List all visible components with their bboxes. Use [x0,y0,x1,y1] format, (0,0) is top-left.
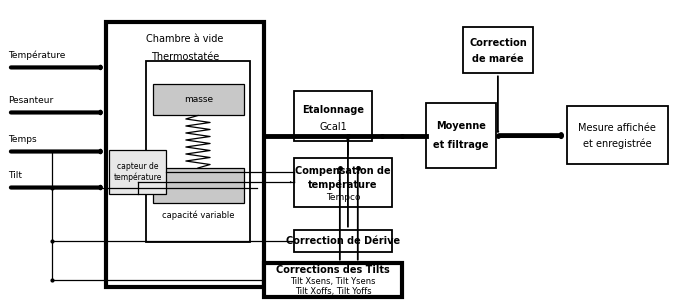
Text: Température: Température [8,50,66,60]
Text: Moyenne: Moyenne [436,121,486,131]
Text: température: température [308,179,378,189]
Text: Compensation de: Compensation de [295,166,391,176]
Bar [109,150,166,194]
Text: et enregistrée: et enregistrée [583,139,652,149]
Text: Etalonnage: Etalonnage [302,105,364,115]
Text: Tilt Xoffs, Tilt Yoffs: Tilt Xoffs, Tilt Yoffs [295,287,371,296]
Bar [264,263,402,297]
Text: de marée: de marée [472,54,524,64]
Text: Gcal1: Gcal1 [319,122,347,132]
Text: Tilt Xsens, Tilt Ysens: Tilt Xsens, Tilt Ysens [290,277,376,286]
Text: masse: masse [184,95,213,104]
Text: Temps: Temps [8,135,37,144]
Text: Corrections des Tilts: Corrections des Tilts [276,265,390,275]
Text: et filtrage: et filtrage [433,140,489,150]
Bar [462,27,533,73]
Bar [294,230,392,252]
Bar [294,158,392,207]
Bar [425,103,496,168]
Text: Correction: Correction [469,38,527,48]
Bar [153,168,244,202]
Bar [105,22,264,287]
Text: Mesure affichée: Mesure affichée [579,123,656,133]
Text: Chambre à vide: Chambre à vide [146,34,224,44]
Bar [567,106,668,164]
Text: Pesanteur: Pesanteur [8,96,53,105]
Text: capteur de
température: capteur de température [114,162,162,182]
Bar [146,62,251,241]
Bar [153,84,244,115]
Text: Correction de Dérive: Correction de Dérive [286,236,400,246]
Bar [294,92,372,141]
Text: Thermostatée: Thermostatée [151,52,219,62]
Text: Tilt: Tilt [8,171,22,180]
Text: capacité variable: capacité variable [162,210,235,220]
Text: Tempco: Tempco [326,193,360,201]
